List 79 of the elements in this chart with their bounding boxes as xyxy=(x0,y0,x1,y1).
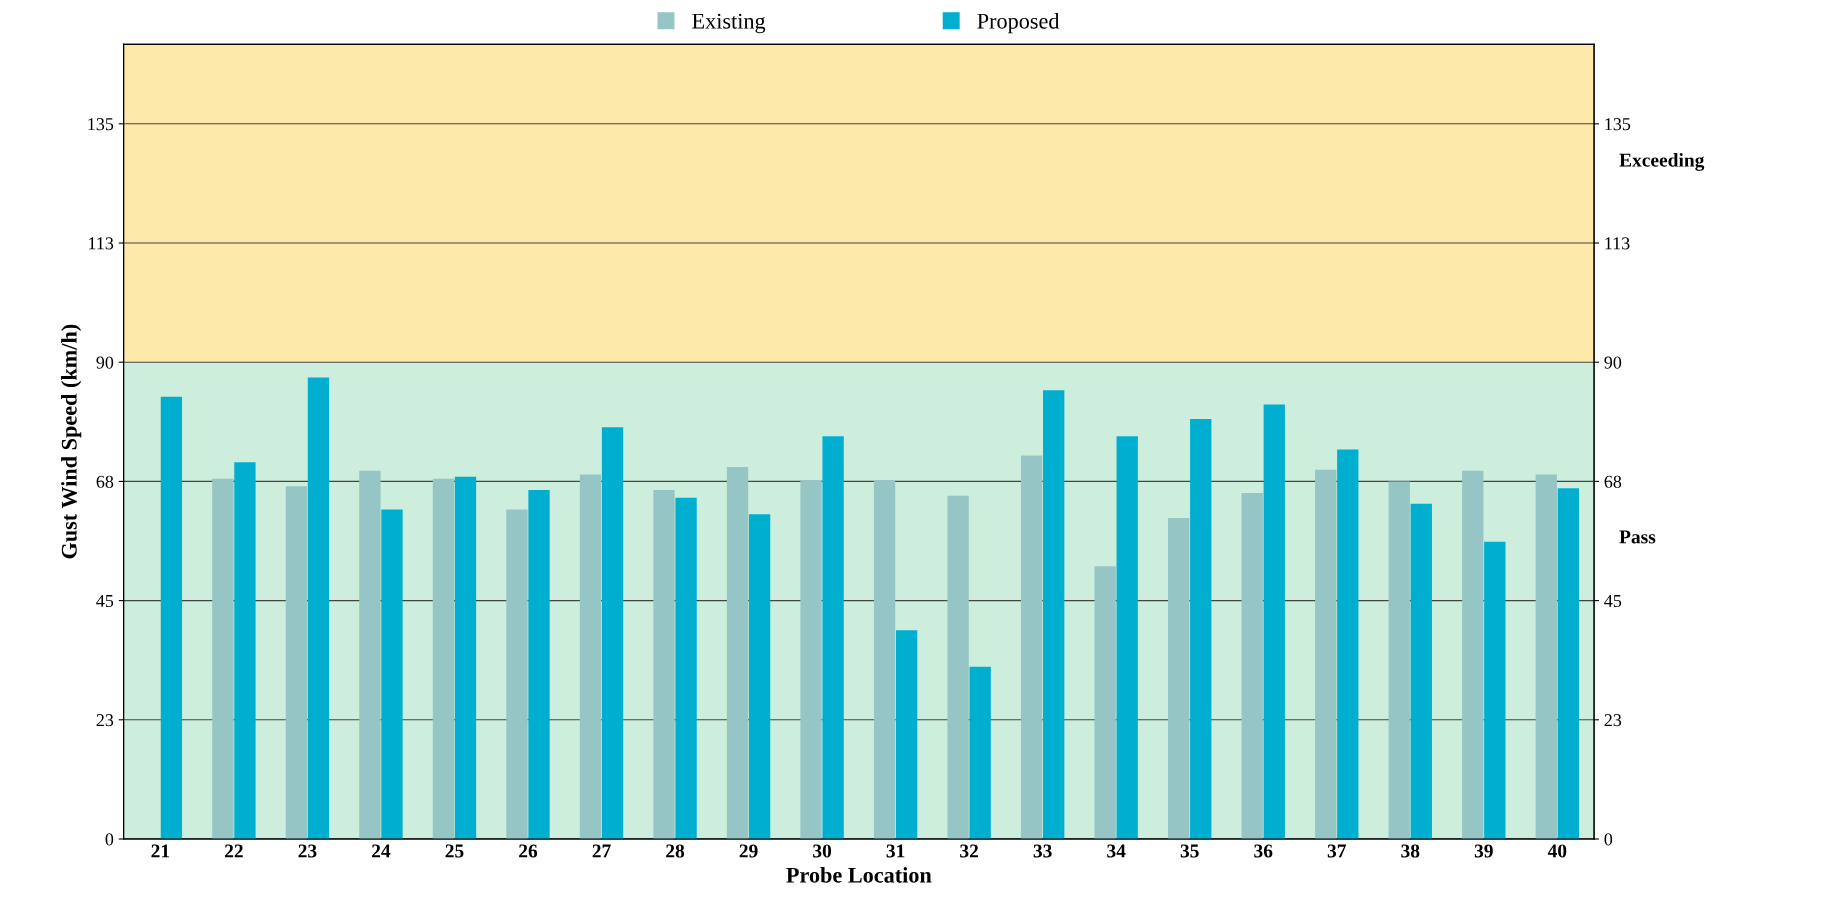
x-tick-label: 38 xyxy=(1401,844,1420,858)
bar xyxy=(1337,449,1359,839)
x-tick-label: 27 xyxy=(592,844,611,858)
y-tick-label: 45 xyxy=(96,594,114,608)
y2-tick-label: 135 xyxy=(1605,118,1631,131)
bar xyxy=(1043,390,1065,839)
bar xyxy=(947,495,969,839)
y2-tick-label: 90 xyxy=(1604,356,1622,369)
x-tick-label: 28 xyxy=(666,844,685,858)
bar xyxy=(1315,469,1337,839)
y-tick-label: 0 xyxy=(105,833,114,846)
band-label: Pass xyxy=(1619,530,1656,544)
legend-label: Proposed xyxy=(977,13,1060,34)
bar xyxy=(528,489,550,839)
bar xyxy=(1190,418,1212,839)
x-axis-title: Probe Location xyxy=(786,867,932,883)
bar xyxy=(1410,503,1432,839)
y2-tick-label: 68 xyxy=(1604,475,1622,488)
bar xyxy=(160,396,183,839)
bar xyxy=(1020,455,1043,839)
y-tick-label: 90 xyxy=(96,356,114,369)
y2-tick-label: 45 xyxy=(1604,594,1622,608)
y-tick-label: 23 xyxy=(96,714,114,727)
x-tick-label: 26 xyxy=(519,844,538,858)
x-tick-label: 23 xyxy=(298,844,317,858)
x-tick-label: 29 xyxy=(739,844,758,858)
bar xyxy=(381,509,403,839)
bar xyxy=(822,436,844,839)
bar xyxy=(1116,436,1138,839)
band-label: Exceeding xyxy=(1619,153,1705,171)
bar xyxy=(212,478,234,839)
bar xyxy=(1535,474,1557,839)
bar xyxy=(1462,470,1484,839)
x-tick-label: 35 xyxy=(1180,844,1199,858)
bar xyxy=(1241,493,1263,839)
bar xyxy=(653,489,675,839)
bar xyxy=(675,497,697,839)
bar xyxy=(1168,517,1190,839)
x-tick-label: 37 xyxy=(1327,844,1346,858)
bar xyxy=(432,478,455,839)
bar xyxy=(506,509,528,839)
y2-tick-label: 113 xyxy=(1605,237,1630,250)
y-tick-label: 135 xyxy=(88,118,114,131)
y-tick-label: 113 xyxy=(89,237,114,250)
legend-label: Existing xyxy=(692,13,766,34)
bar xyxy=(454,476,477,839)
y2-tick-label: 23 xyxy=(1604,714,1622,727)
x-tick-label: 25 xyxy=(445,844,464,858)
bar xyxy=(234,462,256,839)
x-tick-label: 33 xyxy=(1033,844,1052,858)
x-tick-label: 30 xyxy=(813,844,832,858)
bar xyxy=(1557,488,1580,839)
x-tick-label: 22 xyxy=(224,844,243,858)
bar xyxy=(748,514,771,839)
bar xyxy=(359,470,381,839)
y2-tick-label: 0 xyxy=(1604,833,1613,846)
x-tick-label: 31 xyxy=(886,844,905,858)
bar xyxy=(579,474,602,839)
bar xyxy=(1094,566,1116,839)
x-tick-label: 39 xyxy=(1474,844,1493,858)
bar xyxy=(1263,404,1285,839)
bar xyxy=(1388,481,1410,839)
y-tick-label: 68 xyxy=(96,475,114,488)
bar xyxy=(601,427,624,839)
x-tick-label: 32 xyxy=(960,844,979,858)
x-tick-label: 36 xyxy=(1254,844,1273,858)
y-axis-title: Gust Wind Speed (km/h) xyxy=(61,324,82,559)
bar xyxy=(873,480,896,839)
bar xyxy=(800,480,822,839)
x-tick-label: 34 xyxy=(1107,844,1126,858)
bar xyxy=(895,630,918,839)
bar xyxy=(969,666,991,839)
x-tick-label: 21 xyxy=(151,844,170,858)
x-tick-label: 24 xyxy=(372,844,391,858)
x-tick-label: 40 xyxy=(1547,844,1567,858)
bar xyxy=(1484,541,1506,839)
bar xyxy=(307,377,330,839)
bar xyxy=(726,467,749,839)
bar xyxy=(285,486,308,839)
